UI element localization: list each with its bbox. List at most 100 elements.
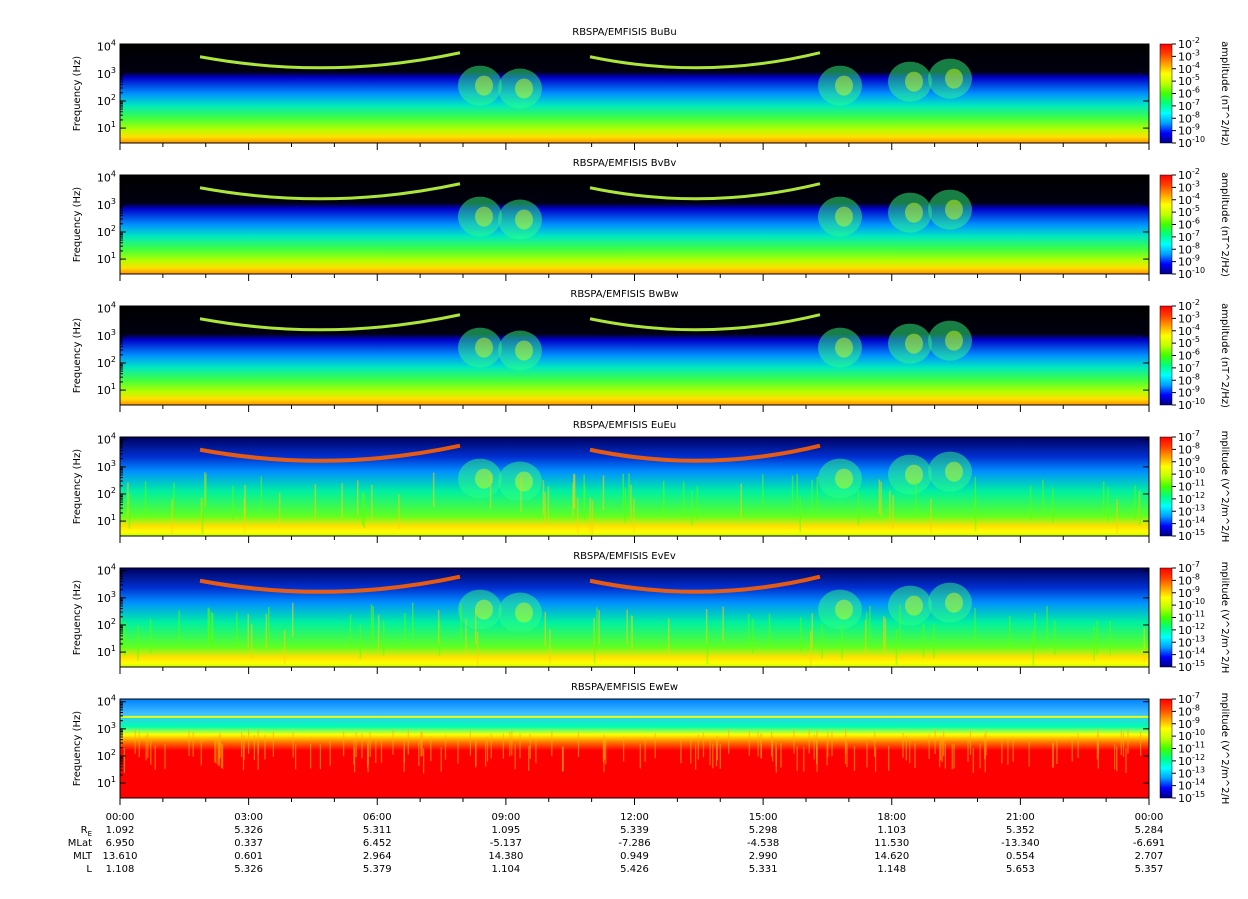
- ephemeris-value: 1.092: [106, 825, 135, 836]
- colorbar-tick-label: 10-7: [1178, 98, 1200, 113]
- colorbar-tick-label: 10-5: [1178, 204, 1200, 219]
- colorbar-tick-label: 10-7: [1178, 560, 1200, 575]
- ephemeris-row-label: L: [86, 864, 92, 875]
- colorbar-tick-label: 10-11: [1178, 610, 1205, 625]
- spectrogram-image: [120, 175, 1149, 274]
- colorbar-tick-label: 10-14: [1178, 647, 1205, 662]
- x-tick-label: 12:00: [620, 812, 649, 823]
- colorbar-tick-label: 10-10: [1178, 466, 1205, 481]
- y-tick-label: 101: [97, 382, 116, 397]
- y-tick-label: 101: [97, 513, 116, 528]
- y-axis-label: Frequency (Hz): [72, 449, 83, 525]
- panel-title: RBSPA/EMFISIS BvBv: [573, 158, 677, 169]
- colorbar-tick-label: 10-10: [1178, 266, 1205, 281]
- colorbar-tick-label: 10-11: [1178, 741, 1205, 756]
- colorbar-gradient: [1159, 43, 1173, 144]
- spectrogram-panel: RBSPA/EMFISIS BwBw 101 102 103 104 Frequency …: [72, 289, 1230, 412]
- colorbar-tick-label: 10-9: [1178, 454, 1200, 469]
- y-tick-label: 101: [97, 120, 116, 135]
- y-tick-label: 102: [97, 355, 116, 370]
- colorbar-tick-label: 10-8: [1178, 241, 1200, 256]
- y-tick-label: 101: [97, 251, 116, 266]
- x-tick-label: 03:00: [234, 812, 263, 823]
- ephemeris-value: -7.286: [618, 838, 650, 849]
- colorbar-tick-label: 10-5: [1178, 73, 1200, 88]
- colorbar-tick-label: 10-12: [1178, 491, 1205, 506]
- spectrogram-panel: RBSPA/EMFISIS EuEu 101 102 103 104 Frequency …: [72, 420, 1230, 543]
- x-tick-label: 18:00: [877, 812, 906, 823]
- colorbar-tick-label: 10-10: [1178, 135, 1205, 150]
- y-tick-label: 103: [97, 328, 116, 343]
- colorbar-tick-label: 10-4: [1178, 192, 1200, 207]
- colorbar-tick-label: 10-10: [1178, 728, 1205, 743]
- colorbar: 10-710-810-910-1010-1110-1210-1310-1410-…: [1159, 691, 1230, 805]
- y-tick-label: 103: [97, 459, 116, 474]
- spectrogram-panel: RBSPA/EMFISIS BuBu 101 102 103 104 Frequency …: [72, 27, 1230, 150]
- ephemeris-value: 0.554: [1006, 851, 1035, 862]
- colorbar-tick-label: 10-3: [1178, 310, 1200, 325]
- colorbar-tick-label: 10-8: [1178, 441, 1200, 456]
- colorbar-label: amplitude (nT^2/Hz): [1219, 41, 1230, 146]
- colorbar-gradient: [1159, 698, 1173, 799]
- spectrogram-image: [120, 44, 1149, 143]
- colorbar: 10-210-310-410-510-610-710-810-910-10 amp…: [1159, 298, 1230, 412]
- y-tick-label: 104: [97, 563, 116, 578]
- colorbar-tick-label: 10-2: [1178, 298, 1200, 313]
- y-tick-label: 102: [97, 224, 116, 239]
- colorbar-tick-label: 10-14: [1178, 778, 1205, 793]
- colorbar-tick-label: 10-13: [1178, 503, 1205, 518]
- colorbar-tick-label: 10-15: [1178, 659, 1205, 674]
- ephemeris-value: 0.337: [234, 838, 263, 849]
- colorbar-tick-label: 10-9: [1178, 385, 1200, 400]
- colorbar: 10-710-810-910-1010-1110-1210-1310-1410-…: [1159, 429, 1230, 543]
- colorbar-tick-label: 10-2: [1178, 36, 1200, 51]
- x-tick-label: 21:00: [1006, 812, 1035, 823]
- y-tick-label: 104: [97, 432, 116, 447]
- colorbar-tick-label: 10-7: [1178, 229, 1200, 244]
- spectrogram-image: [120, 306, 1149, 405]
- spectrogram-panel: RBSPA/EMFISIS BvBv 101 102 103 104 Frequency …: [72, 158, 1230, 281]
- ephemeris-value: 5.352: [1006, 825, 1035, 836]
- ephemeris-row-label: MLat: [68, 838, 92, 849]
- colorbar-tick-label: 10-7: [1178, 429, 1200, 444]
- ephemeris-value: 14.380: [488, 851, 523, 862]
- ephemeris-value: 1.148: [877, 864, 906, 875]
- ephemeris-value: 5.357: [1135, 864, 1164, 875]
- ephemeris-value: 5.653: [1006, 864, 1035, 875]
- y-tick-label: 104: [97, 694, 116, 709]
- colorbar-gradient: [1159, 567, 1173, 668]
- colorbar-label: mplitude (V^2/m^2/H: [1219, 693, 1230, 805]
- colorbar-tick-label: 10-12: [1178, 753, 1205, 768]
- emission-features: [127, 443, 1141, 535]
- colorbar-tick-label: 10-15: [1178, 790, 1205, 805]
- colorbar-gradient: [1159, 436, 1173, 537]
- y-tick-label: 102: [97, 93, 116, 108]
- colorbar-tick-label: 10-6: [1178, 217, 1200, 232]
- x-axis-labels: 00:00 03:00 06:00 09:00 12:00 15:00 18:00 21:00…: [106, 812, 1164, 823]
- colorbar: 10-710-810-910-1010-1110-1210-1310-1410-…: [1159, 560, 1230, 674]
- ephemeris-value: 5.298: [749, 825, 778, 836]
- colorbar-tick-label: 10-13: [1178, 765, 1205, 780]
- panel-title: RBSPA/EMFISIS BwBw: [570, 289, 678, 300]
- panel-title: RBSPA/EMFISIS EwEw: [571, 682, 678, 693]
- ephemeris-value: 6.950: [106, 838, 135, 849]
- ephemeris-value: 6.452: [363, 838, 392, 849]
- colorbar-tick-label: 10-15: [1178, 528, 1205, 543]
- panel-title: RBSPA/EMFISIS BuBu: [572, 27, 676, 38]
- y-tick-label: 104: [97, 170, 116, 185]
- y-tick-label: 103: [97, 721, 116, 736]
- ephemeris-value: 13.610: [103, 851, 138, 862]
- ephemeris-value: -5.137: [490, 838, 522, 849]
- ephemeris-value: 14.620: [874, 851, 909, 862]
- ephemeris-value: 1.108: [106, 864, 135, 875]
- colorbar-tick-label: 10-11: [1178, 479, 1205, 494]
- y-tick-label: 103: [97, 197, 116, 212]
- ephemeris-value: 5.326: [234, 825, 263, 836]
- x-tick-label: 00:00: [1135, 812, 1164, 823]
- spectrogram-panel: RBSPA/EMFISIS EwEw 101 102 103 104 Frequency …: [72, 682, 1230, 805]
- colorbar-tick-label: 10-9: [1178, 254, 1200, 269]
- y-tick-label: 103: [97, 590, 116, 605]
- ephemeris-value: 5.331: [749, 864, 778, 875]
- y-axis-label: Frequency (Hz): [72, 711, 83, 787]
- ephemeris-value: 11.530: [874, 838, 909, 849]
